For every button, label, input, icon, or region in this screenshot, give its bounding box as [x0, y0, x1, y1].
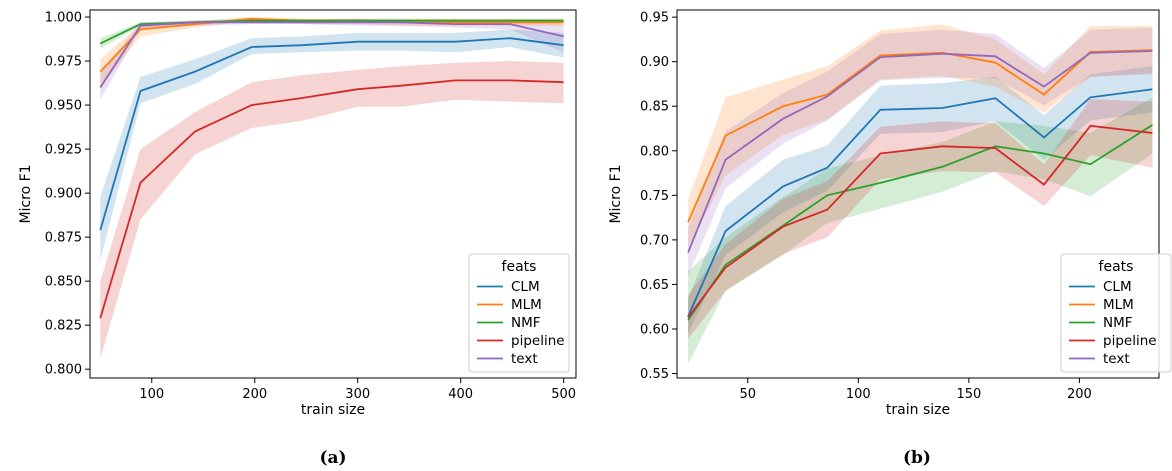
chart-panel-1: 100 200 300 400 500 0.800 0.825 0.850 0.875 0.900…: [18, 9, 577, 468]
legend-label-CLM: CLM: [511, 279, 540, 295]
y-axis-label: Micro F1: [18, 164, 34, 223]
y-tick-label: 0.90: [640, 55, 669, 70]
series-line-NMF: [687, 124, 1153, 321]
panel-label: (a): [319, 448, 346, 468]
y-tick-label: 0.800: [45, 363, 82, 378]
series-line-CLM: [687, 88, 1153, 317]
legend-label-pipeline: pipeline: [1103, 333, 1157, 349]
y-tick-label: 0.80: [640, 144, 669, 159]
legend: feats CLM MLM NMF pipeline text: [468, 253, 570, 373]
legend: feats CLM MLM NMF pipeline text: [1060, 253, 1172, 373]
legend-label-MLM: MLM: [511, 297, 542, 313]
x-tick-label: 200: [1067, 387, 1092, 402]
ci-band-MLM: [688, 24, 1153, 247]
y-tick-label: 0.925: [45, 143, 82, 158]
y-tick-label: 0.950: [45, 99, 82, 114]
legend-box: [468, 253, 570, 373]
y-tick-label: 0.900: [45, 187, 82, 202]
ci-band-CLM: [688, 66, 1153, 334]
y-tick-label: 0.825: [45, 319, 82, 334]
panel-label: (b): [903, 448, 931, 468]
chart-panel-2: 50 100 150 200 0.55 0.60 0.65 0.70 0.75 0.80 0.85 0…: [608, 9, 1172, 468]
legend-label-text: text: [511, 351, 538, 367]
x-tick-label: 150: [956, 387, 981, 402]
series-line-pipeline: [687, 124, 1153, 318]
legend-label-NMF: NMF: [1103, 315, 1133, 331]
series-line-MLM: [687, 49, 1153, 223]
x-tick-label: 100: [139, 387, 164, 402]
x-tick-label: 100: [846, 387, 871, 402]
y-tick-label: 0.95: [640, 11, 669, 26]
plot-frame: [89, 9, 577, 379]
y-tick-label: 0.70: [640, 233, 669, 248]
y-tick-label: 0.55: [640, 367, 669, 382]
series-line-text: [99, 21, 564, 88]
legend-label-MLM: MLM: [1103, 297, 1134, 313]
series-line-text: [687, 50, 1153, 253]
x-tick-label: 400: [448, 387, 473, 402]
y-tick-label: 0.75: [640, 189, 669, 204]
legend-title: feats: [502, 259, 537, 275]
x-tick-label: 300: [345, 387, 370, 402]
legend-box: [1060, 253, 1172, 373]
y-axis-label: Micro F1: [608, 164, 624, 223]
ci-band-NMF: [688, 97, 1153, 364]
y-tick-label: 0.60: [640, 322, 669, 337]
x-tick-label: 50: [739, 387, 756, 402]
ci-band-text: [100, 18, 564, 100]
legend-label-NMF: NMF: [511, 315, 541, 331]
series-line-pipeline: [99, 79, 564, 319]
legend-label-pipeline: pipeline: [511, 333, 565, 349]
legend-title: feats: [1099, 259, 1134, 275]
x-tick-label: 200: [242, 387, 267, 402]
series-line-CLM: [99, 37, 564, 231]
y-tick-label: 1.000: [45, 11, 82, 26]
y-tick-label: 0.65: [640, 278, 669, 293]
x-axis-label: train size: [886, 402, 950, 418]
x-axis-label: train size: [301, 402, 365, 418]
ci-band-pipeline: [100, 61, 564, 359]
y-tick-label: 0.85: [640, 100, 669, 115]
legend-label-text: text: [1103, 351, 1130, 367]
y-tick-label: 0.875: [45, 231, 82, 246]
ci-band-pipeline: [688, 99, 1153, 339]
y-tick-label: 0.850: [45, 275, 82, 290]
x-tick-label: 500: [551, 387, 576, 402]
legend-label-CLM: CLM: [1103, 279, 1132, 295]
y-tick-label: 0.975: [45, 55, 82, 70]
plot-frame: [676, 9, 1160, 379]
